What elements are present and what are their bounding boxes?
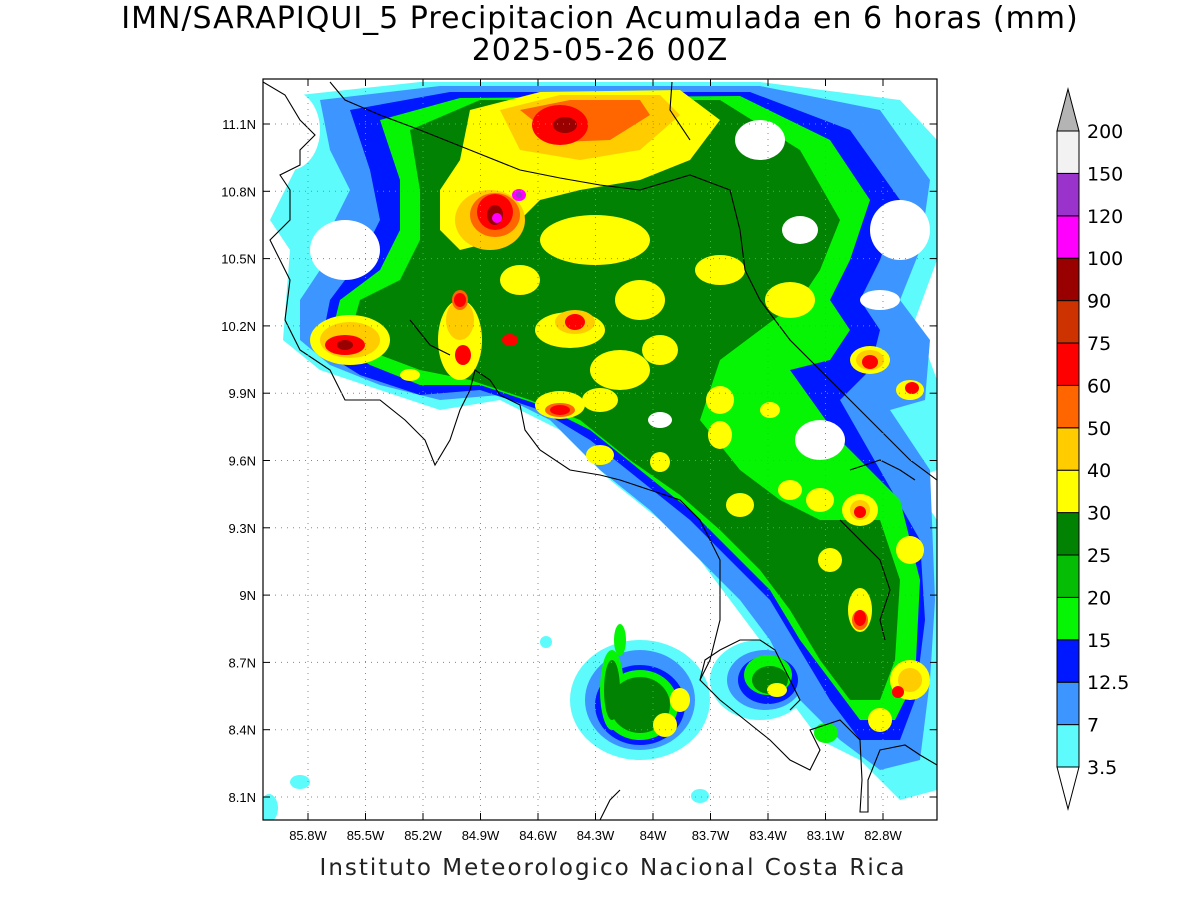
- colorbar-swatch: [1056, 172, 1080, 217]
- colorbar-label: 12.5: [1087, 672, 1129, 694]
- colorbar-label: 20: [1087, 587, 1111, 609]
- longitude-axis: 85.8W 85.5W 85.2W 84.9W 84.6W 84.3W 84W 83.7W 83…: [289, 79, 903, 843]
- latitude-axis: 11.1N 10.8N 10.5N 10.2N 9.9N 9.6N 9.3N 9N 8.7N 8.…: [221, 117, 937, 805]
- colorbar-swatch: [1056, 469, 1080, 514]
- colorbar-label: 15: [1087, 630, 1111, 652]
- lon-tick-label: 84.9W: [462, 828, 500, 843]
- colorbar-swatch: [1056, 681, 1080, 726]
- colorbar-swatch: [1056, 130, 1080, 174]
- lat-tick-label: 9.9N: [229, 386, 256, 401]
- colorbar-swatch: [1056, 257, 1080, 302]
- map-frame: [262, 78, 938, 821]
- colorbar-over-triangle: [1056, 87, 1080, 132]
- lat-tick-label: 9N: [239, 588, 256, 603]
- lat-tick-label: 8.1N: [229, 790, 256, 805]
- colorbar-swatch: [1056, 596, 1080, 641]
- precipitation-field: [263, 82, 937, 820]
- lon-tick-label: 83.1W: [807, 828, 845, 843]
- colorbar-swatch: [1056, 384, 1080, 429]
- colorbar-swatch: [1056, 427, 1080, 471]
- colorbar-under-triangle: [1056, 766, 1080, 811]
- lon-tick-label: 84.3W: [577, 828, 615, 843]
- lat-tick-label: 9.3N: [229, 521, 256, 536]
- lat-tick-label: 8.7N: [229, 655, 256, 670]
- lat-tick-label: 9.6N: [229, 454, 256, 469]
- lon-tick-label: 85.5W: [347, 828, 385, 843]
- lon-tick-label: 82.8W: [864, 828, 902, 843]
- colorbar-label: 150: [1087, 163, 1123, 185]
- colorbar-swatch: [1056, 554, 1080, 598]
- colorbar-label: 7: [1087, 715, 1099, 737]
- colorbar-label: 40: [1087, 460, 1111, 482]
- lon-tick-label: 83.4W: [749, 828, 787, 843]
- lat-tick-label: 8.4N: [229, 723, 256, 738]
- colorbar-swatch: [1056, 300, 1080, 344]
- colorbar-swatch: [1056, 512, 1080, 556]
- colorbar-label: 3.5: [1087, 757, 1117, 779]
- colorbar-label: 200: [1087, 121, 1123, 143]
- colorbar-swatch: [1056, 639, 1080, 683]
- graticule-grid: [263, 79, 937, 820]
- lon-tick-label: 84W: [640, 828, 667, 843]
- colorbar-label: 25: [1087, 545, 1111, 567]
- lon-tick-label: 84.6W: [519, 828, 557, 843]
- institution-credit: Instituto Meteorologico Nacional Costa R…: [319, 855, 907, 881]
- colorbar-swatch: [1056, 342, 1080, 386]
- colorbar-label: 60: [1087, 375, 1111, 397]
- map-subtitle-date: 2025-05-26 00Z: [471, 33, 729, 68]
- colorbar-label: 120: [1087, 206, 1123, 228]
- lat-tick-label: 10.8N: [221, 184, 256, 199]
- lat-tick-label: 10.2N: [221, 319, 256, 334]
- map-title: IMN/SARAPIQUI_5 Precipitacion Acumulada …: [121, 1, 1079, 36]
- colorbar-label: 30: [1087, 503, 1111, 525]
- colorbar-label: 100: [1087, 248, 1123, 270]
- colorbar-swatch: [1056, 724, 1080, 768]
- colorbar-legend: 3.5 7 12.5 15 20 25 30 40 50 60 75 90 100 120 150 200: [1056, 87, 1129, 811]
- colorbar-swatch: [1056, 215, 1080, 259]
- lon-tick-label: 85.2W: [404, 828, 442, 843]
- colorbar-label: 75: [1087, 333, 1111, 355]
- lon-tick-label: 85.8W: [289, 828, 327, 843]
- lon-tick-label: 83.7W: [692, 828, 730, 843]
- lat-tick-label: 11.1N: [222, 117, 256, 132]
- colorbar-label: 90: [1087, 291, 1111, 313]
- coastline-borders: [263, 81, 937, 820]
- lat-tick-label: 10.5N: [221, 252, 256, 267]
- colorbar-label: 50: [1087, 418, 1111, 440]
